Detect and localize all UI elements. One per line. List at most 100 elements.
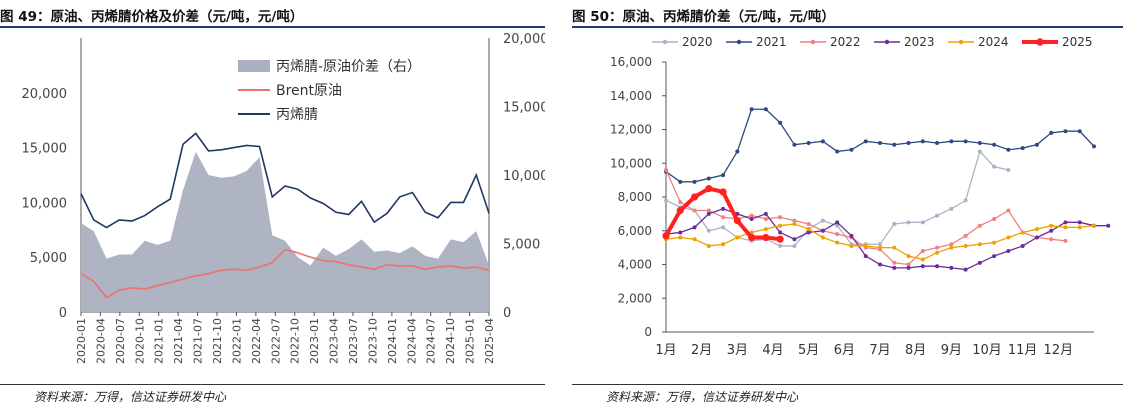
acrylonitrile-line-series <box>80 132 490 229</box>
series-point-2024 <box>1049 223 1054 228</box>
series-point-2022 <box>892 260 897 265</box>
legend-label-2024: 2024 <box>978 35 1009 49</box>
series-point-2020 <box>992 164 997 169</box>
y-tick-label: 2,000 <box>618 291 652 305</box>
series-point-2025 <box>776 235 784 243</box>
series-point-2023 <box>1063 220 1068 225</box>
right-y-tick-label: 15,000 <box>503 101 545 116</box>
x-tick-label: 2024-10 <box>444 318 457 364</box>
series-point-2023 <box>763 211 768 216</box>
series-point-2024 <box>1020 230 1025 235</box>
series-point-2023 <box>935 264 940 269</box>
series-point-2022 <box>806 222 811 226</box>
x-tick-label: 2023-01 <box>308 318 321 364</box>
series-point-2022 <box>763 216 768 221</box>
x-tick-label: 2023-07 <box>347 318 360 364</box>
x-tick-label: 2021-10 <box>211 318 224 364</box>
series-point-2024 <box>721 242 726 247</box>
legend-marker-2022 <box>810 39 816 45</box>
series-point-2022 <box>778 215 783 220</box>
right-chart-svg: 0 2,000 4,000 6,000 8,000 10,000 12,000 14,000 1… <box>610 35 1111 358</box>
left-y-tick-label: 5,000 <box>30 251 67 266</box>
series-point-2021 <box>1034 142 1039 147</box>
series-point-2022 <box>664 168 668 172</box>
series-point-2023 <box>992 254 997 259</box>
x-tick-label: 2022-07 <box>269 318 282 364</box>
x-tick-label: 2023-04 <box>328 318 341 364</box>
x-tick-label: 8月 <box>905 343 926 358</box>
x-tick-label: 2020-04 <box>94 318 107 364</box>
series-point-2021 <box>1049 130 1054 135</box>
series-point-2021 <box>906 141 911 145</box>
legend-marker-2024 <box>958 39 964 45</box>
series-point-2020 <box>778 243 783 248</box>
series-point-2020 <box>835 223 840 228</box>
series-point-2023 <box>863 254 868 259</box>
series-point-2022 <box>692 208 697 213</box>
series-point-2020 <box>1006 168 1011 172</box>
series-point-2024 <box>949 245 954 250</box>
left-bottom-rule <box>0 384 545 385</box>
series-point-2024 <box>778 223 783 228</box>
left-y-tick-label: 20,000 <box>22 87 68 102</box>
x-tick-label: 2024-04 <box>405 318 418 364</box>
series-line-2022 <box>665 169 1066 266</box>
left-chart-svg: 0 5,000 10,000 15,000 20,000 0 5,000 10,000 15,0… <box>22 32 546 364</box>
series-point-2022 <box>1063 238 1068 243</box>
series-point-2023 <box>835 220 840 225</box>
series-point-2024 <box>763 227 768 232</box>
x-tick-label: 2021-01 <box>153 318 166 364</box>
series-point-2021 <box>878 141 882 145</box>
series-point-2024 <box>792 222 797 226</box>
series-point-2025 <box>719 188 727 196</box>
series-point-2021 <box>935 141 940 145</box>
series-point-2025 <box>762 233 770 242</box>
legend-label-acrylonitrile: 丙烯腈 <box>276 107 318 123</box>
series-point-2024 <box>1063 225 1068 230</box>
legend-marker-2023 <box>884 39 890 45</box>
series-point-2023 <box>1020 243 1025 248</box>
brent-line-series <box>80 248 490 299</box>
series-point-2022 <box>721 215 726 220</box>
series-point-2024 <box>806 227 811 232</box>
x-tick-label: 2022-04 <box>250 318 263 364</box>
series-point-2024 <box>963 243 968 248</box>
series-point-2023 <box>892 265 897 270</box>
legend-label-2022: 2022 <box>830 35 861 49</box>
series-point-2023 <box>977 260 982 265</box>
series-point-2021 <box>763 107 768 112</box>
series-point-2023 <box>963 267 968 272</box>
series-point-2025 <box>733 217 741 225</box>
y-tick-label: 14,000 <box>610 89 652 103</box>
x-tick-label: 11月 <box>1008 343 1038 358</box>
series-point-2021 <box>1092 144 1096 149</box>
series-point-2024 <box>863 243 868 248</box>
series-point-2024 <box>1077 225 1082 230</box>
x-tick-label: 5月 <box>798 343 819 358</box>
x-tick-label: 2025-01 <box>464 318 477 364</box>
series-point-2021 <box>1077 129 1082 134</box>
y-tick-label: 8,000 <box>618 190 652 204</box>
y-tick-label: 10,000 <box>610 156 652 170</box>
series-point-2024 <box>892 245 897 250</box>
legend-label-2020: 2020 <box>682 35 713 49</box>
series-line-2023 <box>665 208 1109 271</box>
series-point-2021 <box>849 147 854 152</box>
series-point-2021 <box>778 120 783 125</box>
series-point-2020 <box>892 222 897 226</box>
series-point-2020 <box>721 225 726 230</box>
series-point-2024 <box>735 235 740 240</box>
x-tick-label: 10月 <box>972 343 1002 358</box>
right-y-tick-label: 20,000 <box>503 32 545 47</box>
series-point-2025 <box>748 233 756 242</box>
legend-label-spread: 丙烯腈-原油价差（右） <box>276 59 421 75</box>
series-point-2023 <box>878 262 882 267</box>
series-point-2024 <box>878 245 882 250</box>
series-point-2021 <box>806 141 811 145</box>
x-tick-label: 2月 <box>691 343 712 358</box>
x-tick-label: 2024-07 <box>425 318 438 364</box>
right-source-note: 资料来源：万得，信达证券研发中心 <box>606 390 799 404</box>
series-point-2021 <box>1020 146 1025 151</box>
series-point-2024 <box>820 235 825 240</box>
x-tick-label: 2025-04 <box>483 318 496 364</box>
